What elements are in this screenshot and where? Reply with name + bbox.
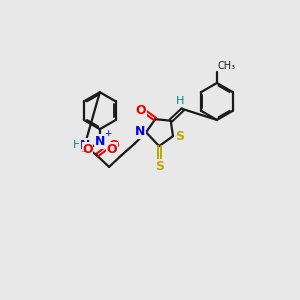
- Text: S: S: [154, 160, 164, 172]
- Text: +: +: [104, 129, 111, 138]
- Text: N: N: [135, 125, 145, 138]
- Text: ⁻: ⁻: [81, 150, 87, 160]
- Text: H: H: [176, 96, 184, 106]
- Text: CH₃: CH₃: [218, 61, 236, 71]
- Text: O: O: [107, 143, 118, 156]
- Text: N: N: [95, 135, 105, 148]
- Text: O: O: [135, 104, 146, 117]
- Text: H: H: [73, 140, 81, 150]
- Text: O: O: [82, 143, 93, 156]
- Text: N: N: [80, 139, 90, 152]
- Text: S: S: [176, 130, 184, 143]
- Text: O: O: [108, 139, 119, 152]
